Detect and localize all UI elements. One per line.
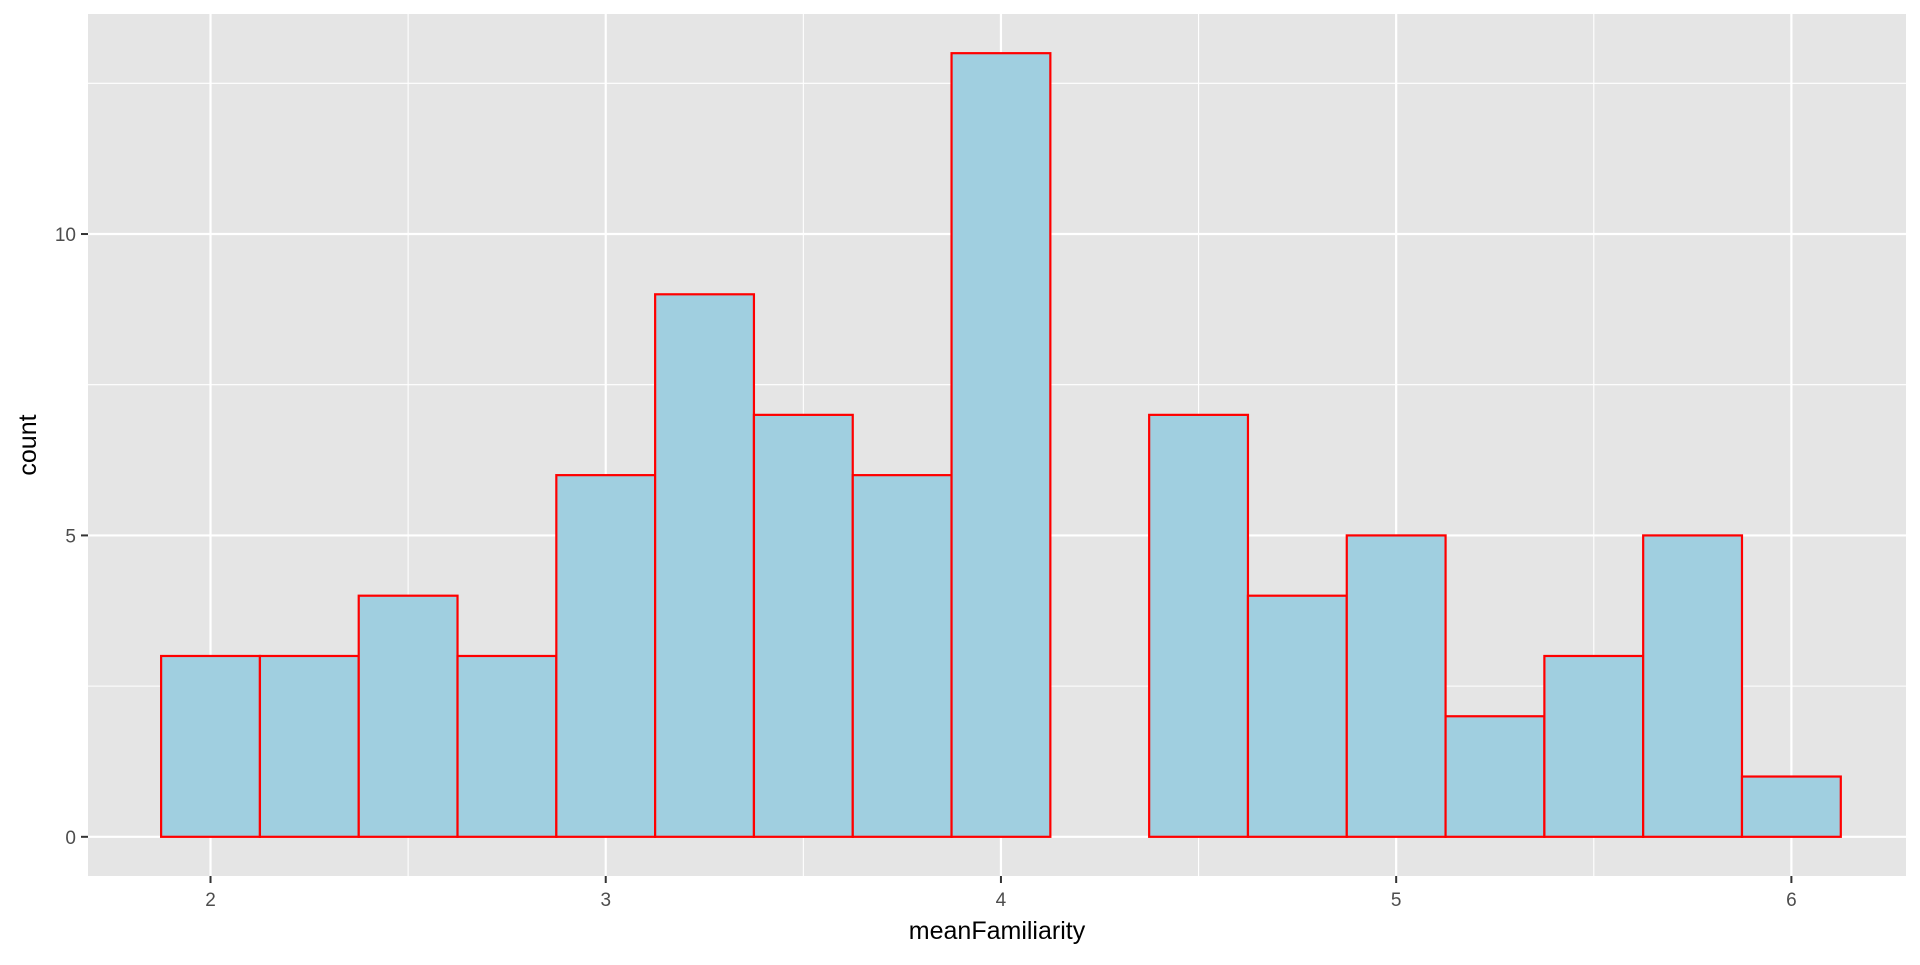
- histogram-bar: [851, 474, 953, 838]
- histogram-bar: [1740, 775, 1842, 838]
- x-tick-label: 6: [1786, 890, 1797, 911]
- histogram-bars: [160, 52, 1842, 838]
- x-tick-label: 3: [600, 890, 611, 911]
- x-tick-label: 4: [996, 890, 1007, 911]
- histogram-bar: [456, 654, 558, 838]
- y-tick-label: 10: [55, 225, 76, 246]
- histogram-bar: [1444, 715, 1546, 838]
- y-axis-title: count: [14, 414, 42, 475]
- histogram-bar: [1148, 413, 1250, 838]
- histogram-bar: [950, 52, 1052, 838]
- histogram-bar: [1345, 534, 1447, 838]
- histogram-bar: [1246, 594, 1348, 838]
- histogram-bar: [654, 293, 756, 838]
- histogram-bar: [555, 474, 657, 838]
- x-tick-label: 2: [205, 890, 216, 911]
- histogram-bar: [1642, 534, 1744, 838]
- y-tick-label: 5: [65, 526, 76, 547]
- x-axis: 2 3 4 5 6: [205, 876, 1797, 911]
- histogram-bar: [160, 654, 262, 838]
- histogram-bar: [1543, 654, 1645, 838]
- histogram-bar: [258, 654, 360, 838]
- histogram-bar: [357, 594, 459, 838]
- histogram-bar: [752, 413, 854, 838]
- y-axis: 0 5 10: [55, 225, 88, 849]
- y-tick-label: 0: [65, 828, 76, 849]
- x-tick-label: 5: [1391, 890, 1402, 911]
- x-axis-title: meanFamiliarity: [909, 917, 1086, 945]
